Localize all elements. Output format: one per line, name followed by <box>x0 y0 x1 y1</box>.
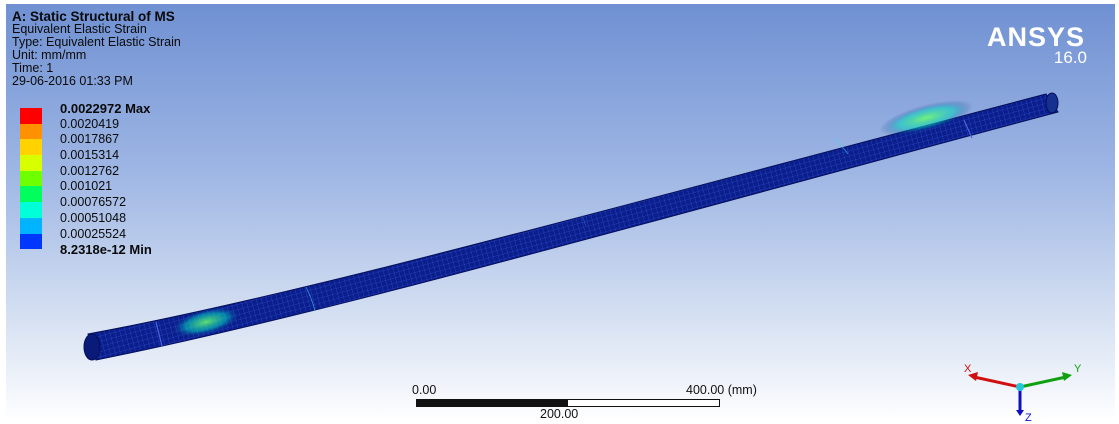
strain-ring-mid-right <box>833 137 849 155</box>
result-name: Equivalent Elastic Strain <box>12 22 147 36</box>
shaft-step-left <box>155 321 163 347</box>
x-axis-arrowhead <box>968 372 978 381</box>
legend-color-swatch <box>20 202 42 218</box>
legend-level-label: 0.001021 <box>60 179 113 194</box>
result-timestamp: 29-06-2016 01:33 PM <box>12 74 133 88</box>
legend-min-label: 8.2318e-12 Min <box>60 242 152 258</box>
scale-bar-dark-segment <box>416 399 568 407</box>
scale-bar-start-label: 0.00 <box>412 383 437 397</box>
shaft-model[interactable] <box>6 4 1115 422</box>
y-axis-arrowhead <box>1062 372 1072 381</box>
shaft-body <box>87 93 1059 361</box>
result-header: A: Static Structural of MS Equivalent El… <box>12 10 181 88</box>
legend-color-swatch <box>20 233 42 250</box>
scale-bar-light-segment <box>567 399 720 407</box>
legend-color-swatch <box>20 217 42 234</box>
result-unit: Unit: mm/mm <box>12 48 87 62</box>
triad-origin <box>1016 383 1024 391</box>
strain-hotspot-left <box>170 306 242 338</box>
legend-color-swatch <box>20 170 42 187</box>
shaft-left-end <box>83 333 101 361</box>
legend-level-label: 0.0020419 <box>60 116 120 131</box>
scale-bar-mid-label: 200.00 <box>540 407 579 421</box>
shaft-right-end <box>1045 92 1059 114</box>
brand-name: ANSYS <box>986 22 1085 52</box>
legend-color-swatch <box>20 108 42 124</box>
legend-level-label: 0.00076572 <box>60 195 127 210</box>
strain-hotspot-right <box>879 100 973 136</box>
graphics-viewport[interactable]: A: Static Structural of MS Equivalent El… <box>6 4 1115 422</box>
strain-ring-mid-left <box>305 286 316 312</box>
legend-color-swatch <box>20 123 42 140</box>
legend-level-label: 0.0015314 <box>60 148 120 163</box>
strain-ring-center <box>580 213 587 227</box>
y-axis-arrow <box>1019 375 1067 389</box>
scale-bar: 0.00 400.00 (mm) 200.00 <box>410 383 757 422</box>
result-time: Time: 1 <box>12 61 54 75</box>
z-axis-arrowhead <box>1016 410 1024 416</box>
shaft-step-right <box>963 119 973 139</box>
legend-color-swatch <box>20 155 42 171</box>
x-axis-label: X <box>964 363 972 375</box>
y-axis-label: Y <box>1074 363 1082 375</box>
legend-color-swatch <box>20 139 42 156</box>
analysis-title: A: Static Structural of MS <box>12 9 175 24</box>
legend-level-label: 0.00025524 <box>60 226 127 241</box>
x-axis-arrow <box>973 375 1021 389</box>
z-axis-label: Z <box>1025 412 1032 422</box>
legend-color-swatch <box>20 186 42 203</box>
legend-level-label: 0.0012762 <box>60 163 120 178</box>
brand-version: 16.0 <box>1053 48 1087 67</box>
axis-triad[interactable]: X Y Z <box>954 360 1094 422</box>
scale-bar-end-label: 400.00 (mm) <box>686 383 757 397</box>
legend-level-label: 0.0017867 <box>60 132 120 147</box>
ansys-logo: ANSYS 16.0 <box>986 22 1087 67</box>
result-type: Type: Equivalent Elastic Strain <box>12 35 181 49</box>
legend-max-label: 0.0022972 Max <box>60 101 151 116</box>
legend-level-label: 0.00051048 <box>60 210 127 225</box>
